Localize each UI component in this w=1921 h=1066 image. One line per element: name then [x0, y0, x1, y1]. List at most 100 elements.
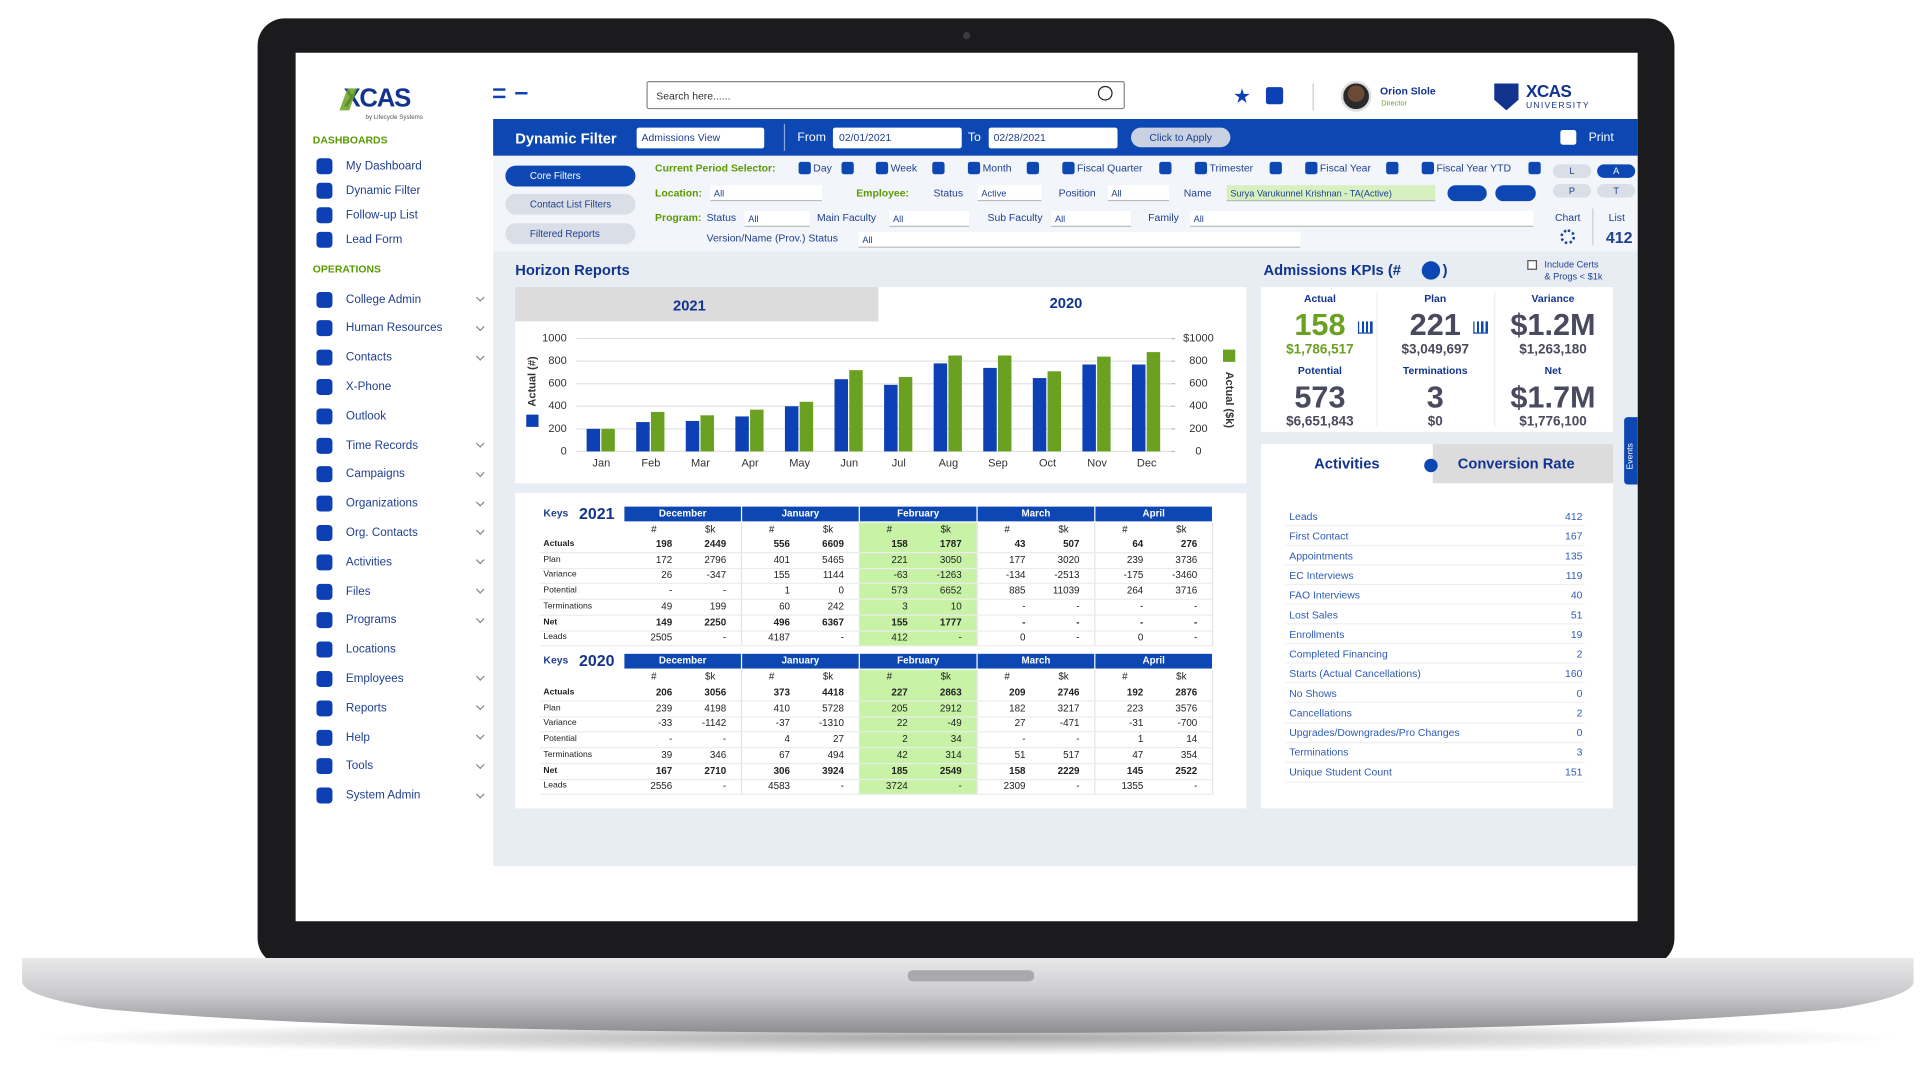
period-plus[interactable]	[1026, 161, 1040, 175]
apply-button[interactable]	[1131, 127, 1231, 148]
table-cell: -	[1139, 616, 1144, 628]
select[interactable]	[1189, 210, 1534, 227]
period-minus[interactable]	[1062, 161, 1075, 175]
sidebar-item[interactable]: Reports	[345, 701, 387, 715]
select[interactable]	[1051, 210, 1132, 227]
toggle[interactable]	[1597, 183, 1636, 197]
group-button[interactable]	[1495, 185, 1536, 202]
toggle-label[interactable]: P	[1568, 184, 1576, 196]
toggle[interactable]	[1597, 164, 1636, 178]
filter-tab[interactable]	[505, 222, 636, 244]
select[interactable]	[1226, 185, 1436, 202]
select[interactable]	[710, 185, 822, 202]
conversion-tab-bg[interactable]	[1432, 444, 1614, 484]
filter-tab-label[interactable]: Filtered Reports	[529, 227, 600, 239]
sidebar-item[interactable]: Help	[345, 730, 370, 744]
period-minus[interactable]	[967, 161, 981, 175]
period-plus[interactable]	[932, 161, 945, 175]
university-sub: UNIVERSITY	[1526, 101, 1590, 111]
period-minus[interactable]	[1305, 161, 1318, 175]
sidebar-item[interactable]: Programs	[345, 613, 397, 628]
apply-label[interactable]: Click to Apply	[1149, 130, 1212, 143]
activities-tab[interactable]: Activities	[1314, 455, 1380, 473]
select[interactable]	[858, 231, 1301, 248]
select[interactable]	[744, 210, 810, 227]
table-cell: 3736	[1175, 554, 1198, 566]
menu-icon[interactable]	[493, 88, 506, 99]
sidebar-item[interactable]: College Admin	[345, 292, 422, 307]
sidebar-item[interactable]: My Dashboard	[345, 158, 422, 173]
year-tab-active[interactable]	[515, 287, 879, 322]
table-cell: 2250	[704, 616, 727, 628]
period-plus[interactable]	[1528, 161, 1541, 175]
chart-label[interactable]: Chart	[1554, 210, 1581, 223]
year-tab[interactable]: 2021	[673, 296, 706, 315]
sidebar-icon	[316, 320, 333, 337]
filter-tab-label[interactable]: Core Filters	[529, 170, 581, 182]
sidebar-item[interactable]: Follow-up List	[345, 208, 418, 223]
list-label[interactable]: List	[1608, 210, 1625, 223]
search-box[interactable]	[646, 80, 1125, 110]
period-plus[interactable]	[841, 161, 854, 175]
to-input[interactable]	[988, 127, 1118, 149]
year-tab[interactable]: 2020	[1049, 294, 1083, 312]
table-cell: 2796	[704, 554, 727, 566]
print-label[interactable]: Print	[1588, 131, 1614, 145]
sidebar-item[interactable]: X-Phone	[345, 380, 392, 394]
view-select[interactable]	[636, 127, 765, 149]
sidebar-icon	[316, 700, 333, 717]
activities-tab[interactable]: Conversion Rate	[1457, 455, 1575, 473]
print-icon[interactable]	[1560, 130, 1577, 145]
sidebar-item[interactable]: Files	[345, 584, 371, 599]
view-value: Admissions View	[641, 131, 721, 144]
kpi-value: 573	[1294, 380, 1346, 415]
select[interactable]	[1107, 185, 1170, 202]
sidebar-item[interactable]: Time Records	[345, 438, 419, 453]
toggle[interactable]	[1552, 183, 1592, 197]
period-plus[interactable]	[1159, 161, 1172, 175]
toggle-label[interactable]: L	[1569, 165, 1575, 177]
sidebar-item[interactable]: Lead Form	[345, 233, 403, 248]
table-cell: 51	[1014, 749, 1026, 761]
sidebar-item[interactable]: Activities	[345, 555, 392, 569]
avatar	[1340, 80, 1372, 112]
sidebar-item[interactable]: Dynamic Filter	[345, 183, 421, 198]
table-cell: -	[722, 585, 727, 597]
period-minus[interactable]	[1421, 161, 1435, 175]
select[interactable]	[889, 210, 970, 227]
sidebar-item[interactable]: Outlook	[345, 409, 387, 423]
side-tab[interactable]	[1624, 417, 1638, 485]
sidebar-item[interactable]: Locations	[345, 642, 396, 657]
period-minus[interactable]	[875, 161, 889, 175]
sidebar-item[interactable]: Organizations	[345, 496, 418, 511]
sidebar-item[interactable]: Campaigns	[345, 467, 405, 482]
period-plus[interactable]	[1269, 161, 1282, 175]
toggle-label[interactable]: T	[1613, 184, 1619, 196]
help-icon[interactable]	[1265, 87, 1284, 105]
sidebar-item[interactable]: System Admin	[345, 788, 421, 803]
toggle-label[interactable]: A	[1613, 165, 1620, 177]
sidebar-item[interactable]: Contacts	[345, 350, 392, 365]
sidebar-item[interactable]: Org. Contacts	[345, 526, 418, 540]
filter-tab-label[interactable]: Contact List Filters	[529, 199, 612, 211]
back-icon[interactable]	[515, 92, 528, 95]
period-plus[interactable]	[1386, 161, 1399, 175]
sidebar-item[interactable]: Employees	[345, 672, 404, 686]
from-input[interactable]	[832, 127, 962, 149]
period-minus[interactable]	[1194, 161, 1208, 175]
select[interactable]	[977, 185, 1042, 202]
employee-button[interactable]	[1447, 185, 1487, 202]
filter-tab[interactable]	[505, 194, 636, 216]
activity-line	[1285, 780, 1585, 783]
kpi-chart-icon[interactable]	[1357, 321, 1373, 334]
kpi-chart-icon[interactable]	[1473, 321, 1488, 334]
period-minus[interactable]	[798, 161, 811, 175]
filter-tab[interactable]	[505, 165, 636, 187]
sidebar-item[interactable]: Human Resources	[345, 321, 443, 336]
sidebar-item[interactable]: Tools	[345, 759, 374, 774]
row-line	[539, 567, 1214, 569]
column-divider	[740, 522, 743, 647]
include-checkbox[interactable]	[1527, 260, 1538, 270]
kpi-value: 158	[1294, 307, 1346, 343]
toggle[interactable]	[1552, 164, 1592, 178]
